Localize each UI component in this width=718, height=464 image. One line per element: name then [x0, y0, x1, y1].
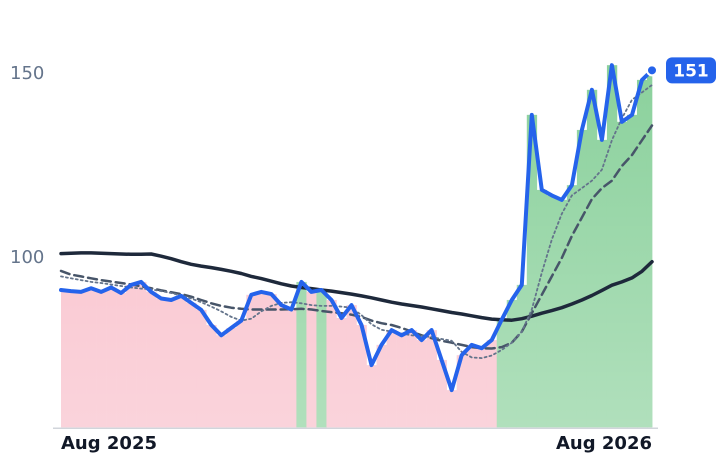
y-tick-label: 100 — [10, 247, 44, 268]
series-line — [59, 251, 654, 322]
area-group — [61, 18, 653, 428]
area-fade — [61, 18, 652, 428]
x-tick-label: Aug 2025 — [61, 433, 157, 454]
series-line — [60, 84, 653, 359]
label-group: 100 150 Aug 2025 Aug 2026 151 — [10, 57, 716, 454]
y-tick-label: 150 — [10, 63, 44, 84]
last-value-badge — [666, 57, 716, 84]
x-tick-label: Aug 2026 — [556, 433, 652, 454]
series-line — [59, 63, 654, 393]
line-group — [59, 63, 658, 393]
last-value-label: 151 — [673, 61, 709, 81]
last-point — [646, 64, 658, 77]
